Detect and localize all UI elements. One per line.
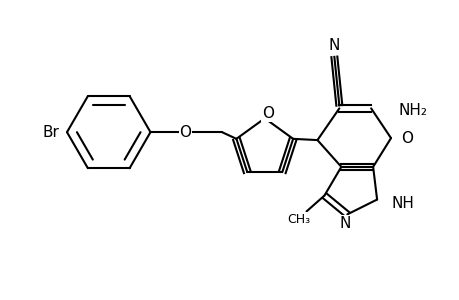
Text: NH: NH [390,196,413,211]
Text: NH₂: NH₂ [398,103,427,118]
Text: O: O [261,106,273,121]
Text: O: O [179,125,191,140]
Text: O: O [400,130,412,146]
Text: N: N [328,38,339,53]
Text: CH₃: CH₃ [286,213,309,226]
Text: Br: Br [42,125,59,140]
Text: N: N [339,216,350,231]
